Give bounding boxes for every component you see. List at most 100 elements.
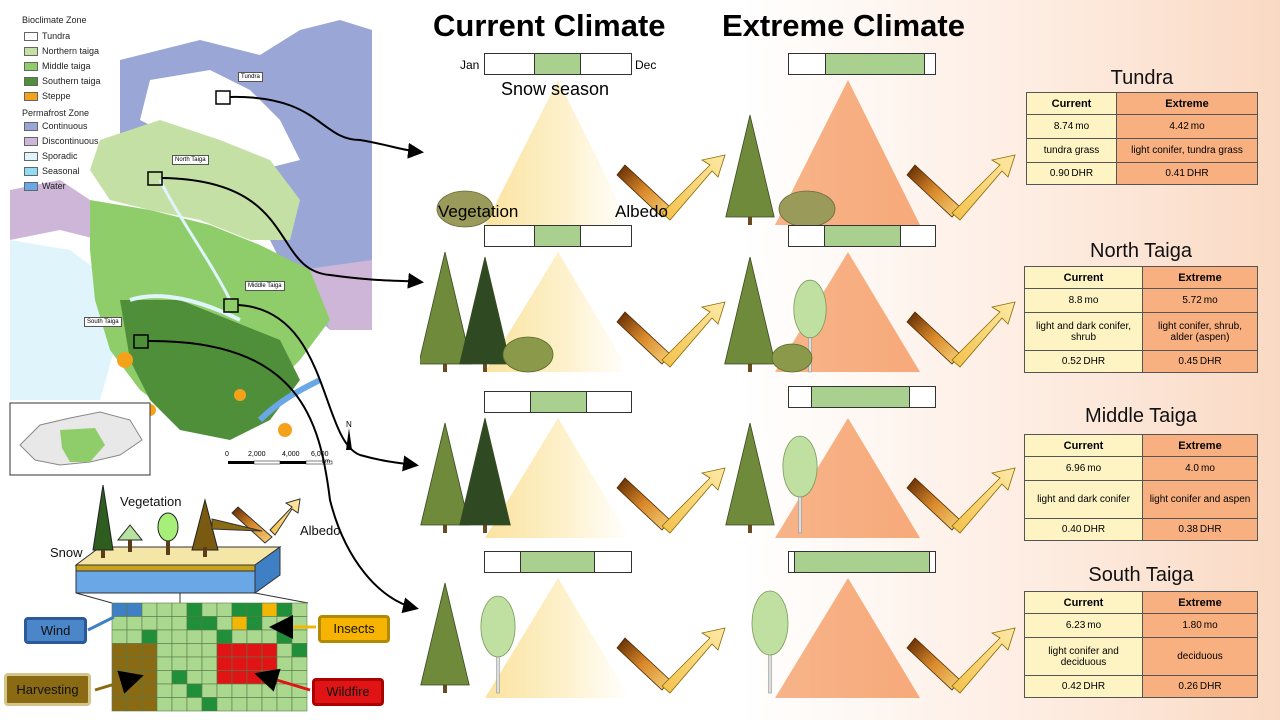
header-current: Current — [1024, 591, 1143, 614]
bioclimate-title: Bioclimate Zone — [22, 15, 87, 25]
grid-cell — [126, 616, 143, 631]
legend-label: Water — [42, 181, 66, 191]
grid-cell — [186, 616, 203, 631]
grid-cell — [246, 616, 263, 631]
legend-swatch — [24, 32, 38, 42]
grid-cell — [201, 683, 218, 698]
vegetation-current-north-taiga — [420, 251, 554, 373]
extreme-veg: light conifer and aspen — [1142, 480, 1258, 519]
grid-cell — [201, 629, 218, 644]
grid-cell — [276, 656, 293, 671]
current-veg: light and dark conifer, shrub — [1024, 312, 1143, 351]
legend-label: Seasonal — [42, 166, 80, 176]
extreme-snow: 4.42 mo — [1116, 114, 1258, 139]
incoming-light-arrow-icon — [616, 164, 671, 218]
grid-cell — [246, 670, 263, 685]
conifer-tree-icon — [420, 582, 470, 693]
model-diagram — [74, 485, 316, 712]
scale-label-6000: 6,000 — [311, 451, 329, 458]
vegetation-extreme-north-taiga — [724, 256, 827, 373]
grid-cell — [246, 683, 263, 698]
incoming-light-arrow-icon — [906, 477, 961, 531]
reflected-light-arrow-icon — [661, 301, 726, 368]
grid-cell — [291, 697, 308, 712]
grid-cell — [126, 602, 143, 617]
permafrost-title: Permafrost Zone — [22, 108, 90, 118]
grid-cell — [156, 697, 173, 712]
bioclimate-legend-item: Northern taiga — [24, 45, 99, 57]
legend-swatch — [24, 92, 38, 102]
scale-unit: km — [322, 459, 330, 465]
grid-cell — [111, 629, 128, 644]
bioclimate-legend-item: Southern taiga — [24, 75, 101, 87]
grid-cell — [126, 697, 143, 712]
legend-label: Tundra — [42, 31, 71, 41]
vegetation-extreme-tundra — [725, 114, 836, 228]
grid-cell — [171, 643, 188, 658]
permafrost-legend-item: Continuous — [24, 120, 88, 132]
vegetation-current-tundra — [436, 190, 494, 228]
legend-swatch — [24, 152, 38, 162]
wildfire-callout: Wildfire — [312, 678, 384, 706]
reflected-light-arrow-icon — [661, 154, 726, 221]
climate-triangle — [775, 80, 920, 225]
grid-cell — [186, 629, 203, 644]
albedo-diagram-extreme-tundra — [775, 80, 1016, 225]
extreme-snow: 1.80 mo — [1142, 613, 1258, 638]
grid-cell — [216, 616, 233, 631]
grid-cell — [126, 656, 143, 671]
climate-triangle — [775, 578, 920, 698]
season-bar-extreme-north-taiga — [788, 225, 936, 247]
grid-cell — [186, 697, 203, 712]
bioclimate-legend-item: Tundra — [24, 30, 70, 42]
grid-cell — [171, 602, 188, 617]
site-box-south-taiga — [133, 334, 149, 349]
extreme-veg: light conifer, tundra grass — [1116, 138, 1258, 163]
site-label-tundra: Tundra — [238, 72, 263, 82]
snow-season-label: Snow season — [501, 79, 610, 99]
bioclimate-legend-item: Middle taiga — [24, 60, 91, 72]
albedo-diagram-current-middle-taiga — [485, 418, 726, 538]
incoming-light-arrow-icon — [616, 637, 671, 691]
grid-cell — [126, 643, 143, 658]
grid-cell — [201, 602, 218, 617]
grid-cell — [261, 683, 278, 698]
tundra-grass-icon — [436, 190, 494, 228]
vegetation-extreme-south-taiga — [751, 590, 789, 694]
conifer-tree-icon — [420, 422, 470, 533]
site-connector-arrows — [147, 95, 424, 614]
grid-cell — [156, 643, 173, 658]
map-legend: Bioclimate Zone Tundra Northern taiga Midd… — [22, 15, 132, 195]
legend-swatch — [24, 137, 38, 147]
albedo-label: Albedo — [615, 202, 668, 221]
grid-cell — [156, 670, 173, 685]
current-snow: 8.74 mo — [1026, 114, 1117, 139]
grid-cell — [141, 643, 158, 658]
grid-cell — [186, 602, 203, 617]
reflected-light-arrow-icon — [951, 467, 1016, 534]
current-snow: 8.8 mo — [1024, 288, 1143, 313]
legend-swatch — [24, 122, 38, 132]
reflected-light-arrow-icon — [661, 627, 726, 694]
grid-cell — [276, 602, 293, 617]
conifer-tree-icon — [459, 417, 511, 533]
grid-cell — [111, 683, 128, 698]
grid-cell — [216, 697, 233, 712]
legend-swatch — [24, 62, 38, 72]
season-bar-extreme-south-taiga — [788, 551, 936, 573]
grid-cell — [201, 697, 218, 712]
grid-cell — [261, 697, 278, 712]
reflected-light-arrow-icon — [951, 301, 1016, 368]
grid-cell — [246, 602, 263, 617]
season-bar-current-middle-taiga — [484, 391, 632, 413]
grid-cell — [291, 602, 308, 617]
scale-label-2000: 2,000 — [248, 451, 266, 458]
grid-cell — [141, 616, 158, 631]
grid-cell — [171, 670, 188, 685]
grid-cell — [171, 616, 188, 631]
grid-cell — [186, 670, 203, 685]
grid-cell — [276, 629, 293, 644]
grid-cell — [231, 616, 248, 631]
legend-swatch — [24, 167, 38, 177]
legend-swatch — [24, 47, 38, 57]
